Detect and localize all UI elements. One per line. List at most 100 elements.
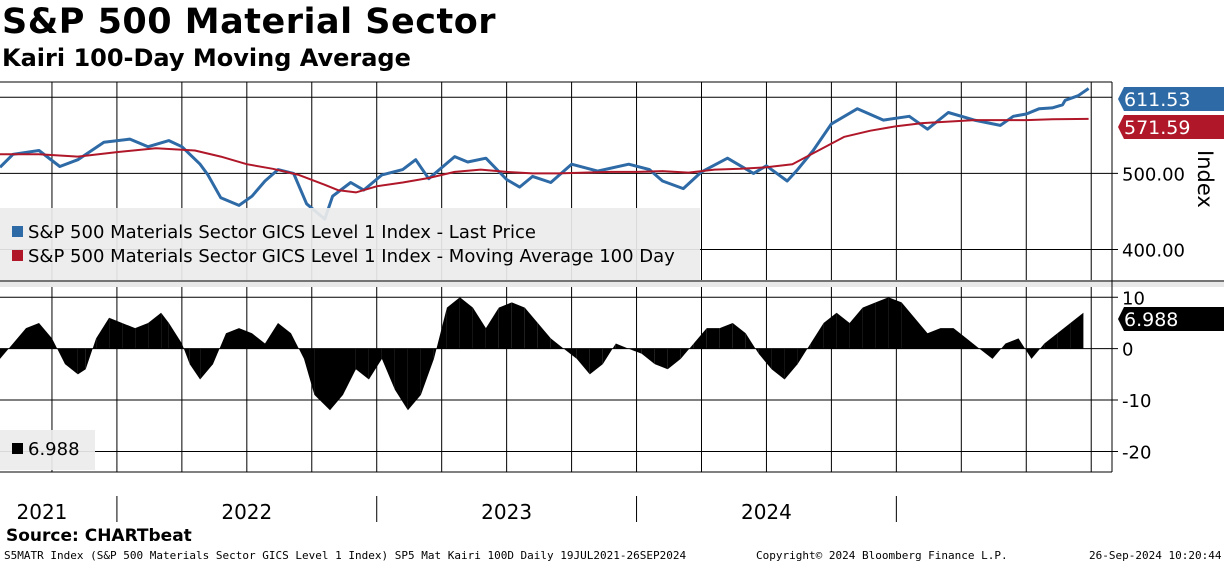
kairi-bar [407,348,421,411]
legend-label-price: S&P 500 Materials Sector GICS Level 1 In… [28,222,536,243]
kairi-bar [1070,312,1084,349]
kairi-bar [1018,338,1032,359]
kairi-bar [26,323,39,349]
kairi-bar [498,302,512,349]
chart-svg: 500.00 400.00 10 0 -10 -20 Index 611.53 571.59 6.… [0,81,1224,524]
kairi-bar [537,323,551,349]
kairi-bar [96,317,110,349]
kairi-bar [368,348,382,380]
kairi-bar [291,333,304,359]
source-label: Source: CHARTbeat [6,526,192,546]
kairi-bar [13,328,26,349]
kairi-bar [745,333,759,354]
kairi-bar [77,348,86,375]
kairi-bar [168,323,182,349]
kairi-bar [213,333,226,365]
kairi-bar [524,307,538,349]
kairi-bar [550,338,564,349]
kairi-bar [39,323,52,349]
kairi-bar [602,343,616,365]
kairi-bar [992,343,1006,359]
kairi-bar [109,317,123,349]
kairi-bar [901,302,915,349]
kairi-bar [641,348,655,365]
ma100-badge-text: 571.59 [1124,117,1190,139]
upper-legend: S&P 500 Materials Sector GICS Level 1 In… [0,208,700,280]
kairi-bar [953,328,967,349]
kairi-bar [615,343,629,349]
legend-item-price: S&P 500 Materials Sector GICS Level 1 In… [12,222,536,243]
footer-copyright: Copyright© 2024 Bloomberg Finance L.P. [756,549,1008,562]
kairi-bar [381,348,395,390]
x-tick-label-2022: 2022 [221,500,272,524]
kairi-bar [278,323,291,349]
kairi-bar [563,348,577,359]
kairi-bar [200,348,213,380]
kairi-bar [65,348,78,375]
last-price-badge [1118,87,1224,111]
legend-label-ma: S&P 500 Materials Sector GICS Level 1 In… [28,246,675,267]
lower-legend: 6.988 [0,430,95,470]
legend-item-kairi: 6.988 [12,439,80,460]
chart-subtitle: Kairi 100-Day Moving Average [2,44,411,72]
upper-y-tick-label: 400.00 [1122,241,1185,262]
kairi-bar [771,348,785,380]
kairi-bar [265,323,278,349]
kairi-bar [875,297,889,349]
lower-y-tick-label: -20 [1122,442,1151,463]
kairi-bar [680,343,694,359]
kairi-bar [693,328,707,349]
ma100-line [0,117,1089,194]
kairi-last-badge [1118,307,1224,331]
kairi-bar [394,348,408,411]
kairi-bar [122,323,136,349]
kairi-bar [446,297,460,349]
kairi-bar [849,307,863,349]
kairi-bar [667,348,681,370]
kairi-bar [304,348,315,395]
legend-item-ma: S&P 500 Materials Sector GICS Level 1 In… [12,246,675,267]
kairi-bar [1057,323,1071,349]
kairi-bar [914,317,928,349]
kairi-bar [810,323,824,349]
kairi-bar [0,343,13,359]
kairi-bar [589,348,603,375]
x-tick-label-2023: 2023 [481,500,532,524]
kairi-bar [576,348,590,375]
footer-description: S5MATR Index (S&P 500 Materials Sector G… [4,549,687,562]
x-tick-label-2021: 2021 [17,500,68,524]
legend-label-kairi: 6.988 [28,439,80,460]
last-price-badge-text: 611.53 [1124,89,1190,111]
kairi-bar [485,307,499,349]
ma100-badge [1118,115,1224,139]
kairi-bar [797,343,811,365]
kairi-bar [706,328,720,349]
kairi-bar [433,307,447,359]
panel-splitter [0,280,1224,287]
kairi-last-badge-text: 6.988 [1124,309,1178,331]
kairi-bar [343,348,356,395]
kairi-bar [836,312,850,349]
kairi-bar [135,323,149,349]
chart-title: S&P 500 Material Sector [2,2,497,42]
kairi-bar [181,343,190,365]
kairi-bar [940,328,954,349]
legend-swatch-kairi [12,443,23,454]
lower-y-tick-label: 10 [1122,288,1145,309]
kairi-bar [888,297,902,349]
kairi-bar [239,328,252,349]
kairi-bar [355,348,369,380]
kairi-bar [1005,338,1019,349]
kairi-bar [459,297,473,349]
kairi-bar [1044,333,1058,349]
kairi-bar [927,328,941,349]
kairi-bar [654,348,668,370]
upper-y-axis-label: Index [1193,150,1217,208]
kairi-bar [252,333,265,349]
kairi-bar [966,338,980,349]
kairi-bar [148,312,162,349]
kairi-bar [420,348,434,395]
kairi-bar [226,328,239,349]
footer-timestamp: 26-Sep-2024 10:20:44 [1089,549,1222,562]
price-line [0,87,1090,221]
